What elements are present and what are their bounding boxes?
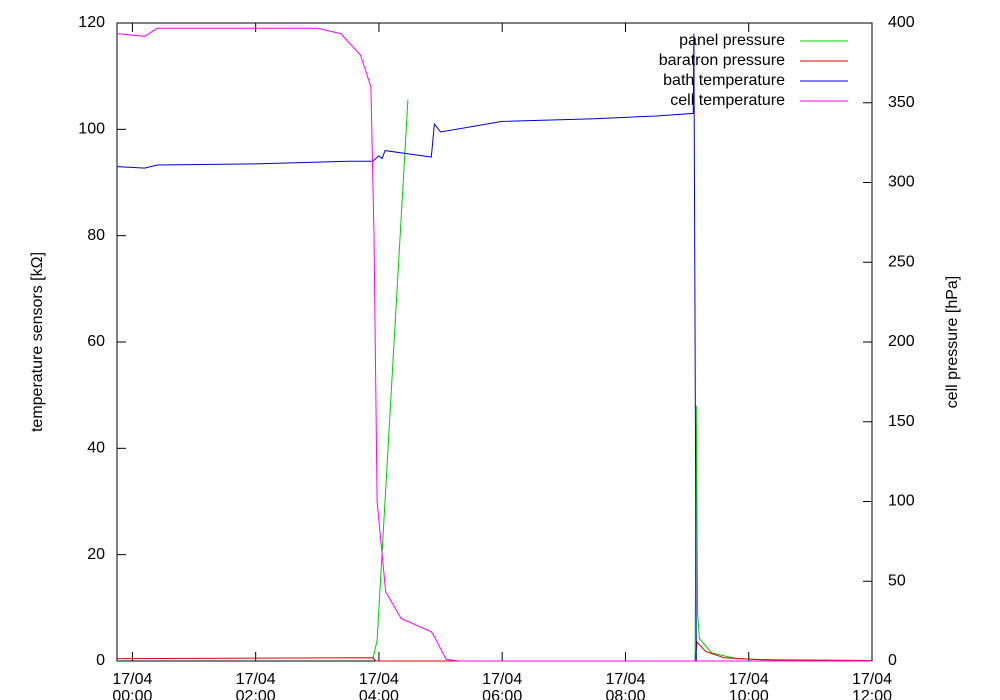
x-tick-label: 17/04 10:00 xyxy=(728,671,769,700)
legend-label: panel pressure xyxy=(679,32,785,49)
y-tick-label: 100 xyxy=(78,121,105,138)
y2-tick-label: 0 xyxy=(888,652,897,669)
x-tick-label: 17/04 00:00 xyxy=(112,671,153,700)
y2-tick-label: 200 xyxy=(888,333,915,350)
y2-tick-label: 300 xyxy=(888,174,915,191)
y-tick-label: 0 xyxy=(96,652,105,669)
legend-label: baratron pressure xyxy=(659,52,785,69)
y2-tick-label: 250 xyxy=(888,253,915,270)
y2-tick-label: 350 xyxy=(888,94,915,111)
y2-tick-label: 400 xyxy=(888,14,915,31)
y-axis-title: temperature sensors [kΩ] xyxy=(29,252,46,432)
x-tick-label: 17/04 04:00 xyxy=(358,671,399,700)
y-tick-label: 80 xyxy=(87,227,105,244)
legend-label: cell temperature xyxy=(670,92,785,109)
y-tick-label: 20 xyxy=(87,546,105,563)
x-tick-label: 17/04 08:00 xyxy=(605,671,646,700)
series-line xyxy=(116,33,872,662)
series-line xyxy=(116,640,873,662)
legend-label: bath temperature xyxy=(663,72,785,89)
y2-tick-label: 100 xyxy=(888,493,915,510)
x-tick-label: 17/04 12:00 xyxy=(851,671,893,700)
y2-tick-label: 50 xyxy=(888,572,906,589)
y2-tick-label: 150 xyxy=(888,413,915,430)
x-tick-label: 17/04 02:00 xyxy=(235,671,276,700)
series-line xyxy=(372,99,873,662)
y2-axis-title: cell pressure [hPa] xyxy=(944,276,961,409)
plot-border xyxy=(116,22,873,662)
series-line xyxy=(116,27,872,662)
y-tick-label: 40 xyxy=(87,440,105,457)
x-tick-label: 17/04 06:00 xyxy=(482,671,523,700)
y-tick-label: 60 xyxy=(87,333,105,350)
y-tick-label: 120 xyxy=(78,14,105,31)
